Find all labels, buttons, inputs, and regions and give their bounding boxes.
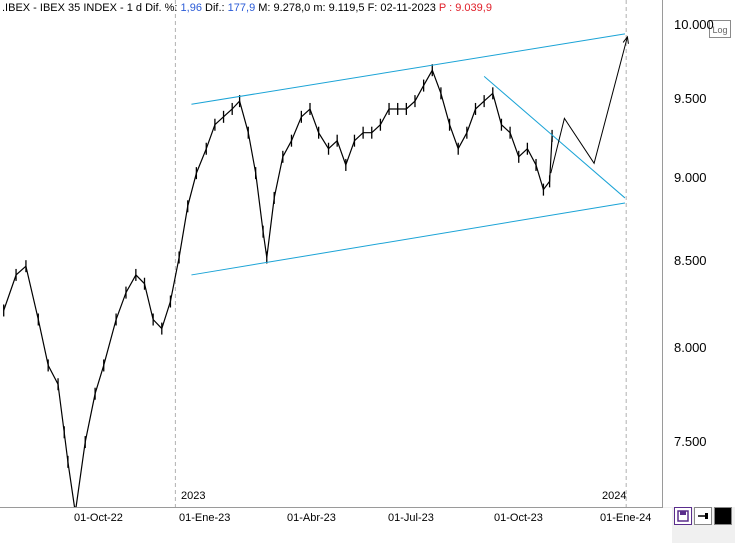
symbol-label: .IBEX - IBEX 35 INDEX - — [2, 2, 127, 14]
x-tick-label: 01-Jul-23 — [388, 512, 434, 524]
y-tick-label: 9.000 — [674, 170, 707, 185]
price-value: 9.039,9 — [455, 2, 492, 14]
price-axis[interactable] — [663, 0, 735, 507]
pin-icon[interactable] — [694, 507, 712, 525]
x-tick-label: 01-Ene-24 — [600, 512, 652, 524]
save-icon[interactable] — [674, 507, 692, 525]
y-tick-label: 8.000 — [674, 340, 707, 355]
channel-upper-line — [191, 33, 626, 105]
year-label: 2023 — [181, 490, 206, 502]
price-series-line — [3, 68, 553, 507]
x-tick-label: 01-Ene-23 — [179, 512, 231, 524]
y-tick-label: 7.500 — [674, 434, 707, 449]
price-label: P : — [438, 2, 453, 14]
x-tick-label: 01-Abr-23 — [287, 512, 336, 524]
max-label: M: — [258, 2, 271, 14]
y-tick-label: 10.000 — [674, 17, 714, 32]
x-tick-label: 01-Oct-23 — [494, 512, 543, 524]
log-scale-button[interactable]: Log — [709, 20, 731, 38]
dif-value: 177,9 — [227, 2, 256, 14]
x-tick-label: 01-Oct-22 — [74, 512, 123, 524]
projection-path — [550, 36, 628, 174]
chart-svg — [3, 0, 629, 507]
min-label: m: — [313, 2, 326, 14]
chart-header: .IBEX - IBEX 35 INDEX - 1 d Dif. %: 1,96… — [2, 2, 492, 14]
date-value: 02-11-2023 — [380, 2, 436, 14]
toolbar-buttons — [674, 507, 732, 527]
max-value: 9.278,0 — [273, 2, 311, 14]
channel-lower-line — [191, 202, 626, 276]
period-label: 1 d — [126, 2, 143, 14]
dif-pct-label: Dif. %: — [145, 2, 178, 14]
downtrend-line — [483, 75, 626, 199]
y-tick-label: 8.500 — [674, 253, 707, 268]
time-axis[interactable] — [0, 508, 672, 543]
dif-label: Dif.: — [205, 2, 225, 14]
year-label: 2024 — [602, 490, 627, 502]
min-value: 9.119,5 — [328, 2, 365, 14]
color-swatch-icon[interactable] — [714, 507, 732, 525]
dif-pct-value: 1,96 — [180, 2, 202, 14]
y-tick-label: 9.500 — [674, 91, 707, 106]
plot-area[interactable] — [0, 0, 663, 508]
date-label: F: — [367, 2, 378, 14]
projection-arrow-head — [622, 35, 629, 44]
